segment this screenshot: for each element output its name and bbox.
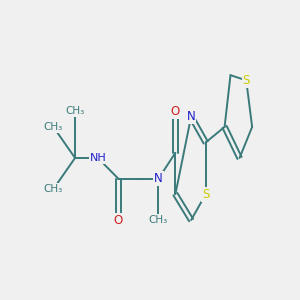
Text: CH₃: CH₃: [44, 122, 63, 132]
Text: N: N: [154, 172, 163, 185]
Text: CH₃: CH₃: [65, 106, 85, 116]
Text: CH₃: CH₃: [149, 215, 168, 225]
Text: S: S: [242, 74, 250, 87]
Text: CH₃: CH₃: [44, 184, 63, 194]
Text: O: O: [114, 214, 123, 226]
Text: N: N: [187, 110, 196, 123]
Text: O: O: [171, 105, 180, 118]
Text: S: S: [202, 188, 209, 201]
Text: NH: NH: [89, 153, 106, 163]
